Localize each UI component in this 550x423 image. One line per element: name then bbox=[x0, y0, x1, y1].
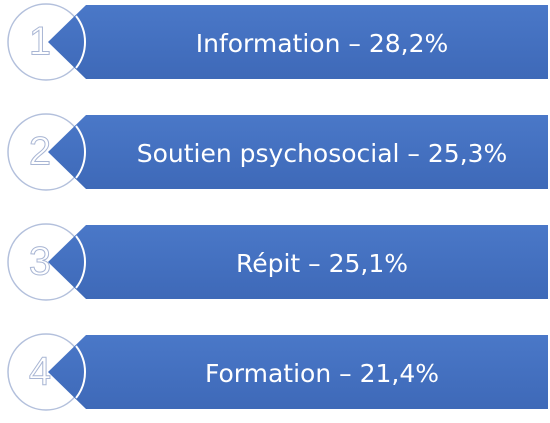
banner-arc bbox=[75, 345, 86, 399]
list-item: 2 Soutien psychosocial – 25,3% bbox=[7, 113, 548, 191]
banner bbox=[48, 5, 548, 79]
banner bbox=[48, 225, 548, 299]
banner bbox=[48, 335, 548, 409]
item-number: 2 bbox=[29, 130, 51, 174]
item-number: 3 bbox=[29, 240, 51, 284]
banner-arc bbox=[75, 125, 86, 179]
item-number: 4 bbox=[29, 350, 51, 394]
item-number: 1 bbox=[29, 20, 51, 64]
list-item: 4 Formation – 21,4% bbox=[7, 333, 548, 411]
list-item: 3 Répit – 25,1% bbox=[7, 223, 548, 301]
banner-arc bbox=[75, 235, 86, 289]
item-label: Formation – 21,4% bbox=[205, 359, 439, 388]
list-item: 1 Information – 28,2% bbox=[7, 3, 548, 81]
item-label: Information – 28,2% bbox=[196, 29, 449, 58]
item-label: Répit – 25,1% bbox=[236, 249, 408, 278]
banner-arc bbox=[75, 15, 86, 69]
banner bbox=[48, 115, 548, 189]
item-label: Soutien psychosocial – 25,3% bbox=[137, 139, 508, 168]
